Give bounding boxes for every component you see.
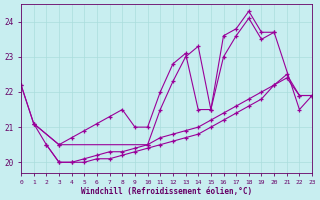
X-axis label: Windchill (Refroidissement éolien,°C): Windchill (Refroidissement éolien,°C) — [81, 187, 252, 196]
